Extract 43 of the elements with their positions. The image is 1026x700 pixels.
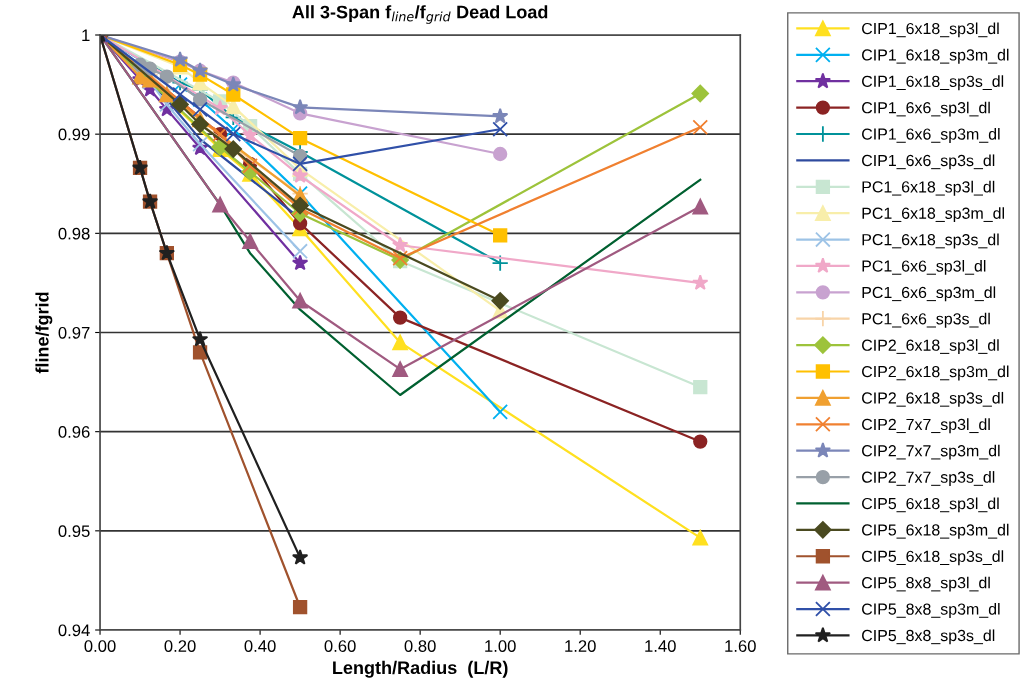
legend-label: CIP1_6x6_sp3l_dl [862,101,990,117]
y-tick-label: 0.94 [58,624,90,637]
legend-label: CIP1_6x6_sp3s_dl [862,154,995,170]
x-tick-label: 1.40 [645,640,676,652]
legend-label: PC1_6x6_sp3m_dl [862,286,996,302]
legend-label: CIP5_6x18_sp3m_dl [862,523,1009,539]
x-tick-label: 0.40 [244,640,276,652]
legend-label: PC1_6x6_sp3l_dl [862,259,986,275]
x-tick-label: 1.60 [725,640,756,652]
legend-label: CIP5_6x18_sp3l_dl [862,497,999,513]
legend-label: CIP1_6x18_sp3l_dl [862,22,999,38]
x-axis-title: Length/Radius (L/R) [333,660,508,678]
x-tick-label: 0.80 [404,640,436,652]
legend-label: CIP2_6x18_sp3l_dl [862,339,999,355]
legend-label: CIP2_6x18_sp3m_dl [862,365,1009,381]
legend-label: CIP1_6x18_sp3m_dl [862,48,1009,64]
legend-label: CIP5_8x8_sp3m_dl [862,603,1000,618]
y-tick-label: 0.97 [58,326,90,339]
y-tick-label: 0.98 [58,227,90,240]
legend-label: CIP2_7x7_sp3l_dl [862,418,990,434]
legend-label: PC1_6x18_sp3s_dl [862,233,999,249]
y-axis-title: fline/fgrid [35,292,53,374]
legend-label: CIP2_7x7_sp3m_dl [862,444,1000,460]
chart-title: All 3-Span f$_{line}$/f$_{grid}$ Dead Load [292,5,548,24]
x-tick-label: 1.20 [565,640,596,652]
y-tick-label: 0.99 [58,128,90,141]
legend-label: PC1_6x18_sp3l_dl [862,180,995,196]
y-tick-label: 0.96 [58,426,90,438]
x-tick-label: 1.00 [485,640,516,652]
legend-label: CIP5_8x8_sp3s_dl [862,629,995,645]
y-tick-label: 0.95 [58,525,90,538]
legend-label: CIP2_6x18_sp3s_dl [862,391,1004,407]
x-tick-label: 0.20 [164,640,196,652]
legend-label: PC1_6x6_sp3s_dl [862,312,990,328]
x-tick-label: 0.60 [324,640,356,652]
legend-label: CIP5_8x8_sp3l_dl [862,576,990,592]
legend-label: CIP1_6x6_sp3m_dl [862,128,1000,143]
y-tick-label: 1 [82,29,90,42]
legend-label: CIP1_6x18_sp3s_dl [862,75,1004,91]
x-tick-label: 0.00 [84,640,116,652]
legend-label: CIP2_7x7_sp3s_dl [862,471,995,486]
legend-label: PC1_6x18_sp3m_dl [862,207,1004,223]
legend-label: CIP5_6x18_sp3s_dl [862,550,1004,566]
